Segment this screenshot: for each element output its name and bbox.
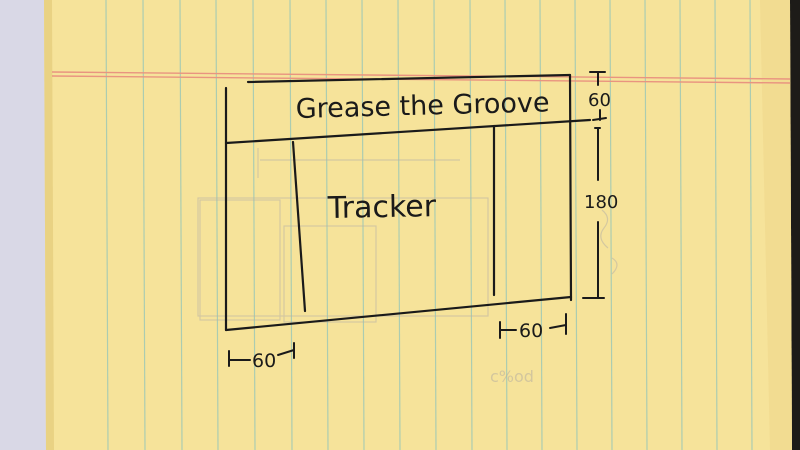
rule-line [215,0,219,450]
rule-line [644,0,648,450]
legal-pad-paper [44,0,792,450]
body-label: Tracker [327,189,437,226]
dimension-markers [228,71,607,367]
dimension-body-height: 180 [584,192,618,213]
frame-top-edge [246,73,572,84]
dimension-top-height: 60 [588,90,611,111]
rule-line [142,0,146,450]
rule-line [679,0,683,450]
rule-line [179,0,183,450]
rule-line [609,0,613,450]
rule-line [469,0,473,450]
rule-line [714,0,718,450]
header-title: Grease the Groove [295,87,550,125]
rule-line [749,0,753,450]
rule-line [504,0,508,450]
vertical-rule-lines [105,0,753,450]
frame-right-edge [568,73,573,302]
rule-line [574,0,578,450]
rule-line [289,0,293,450]
frame-bottom-edge [224,295,573,332]
wireframe-sketch [224,73,592,332]
show-through-scribble: c%od [490,367,534,386]
margin-lines [51,71,791,84]
rule-line [252,0,256,450]
rule-line [105,0,109,450]
dimension-right-width: 60 [519,320,543,342]
header-divider [224,118,592,145]
left-column-divider [291,140,307,313]
dimension-left-width: 60 [252,350,276,372]
